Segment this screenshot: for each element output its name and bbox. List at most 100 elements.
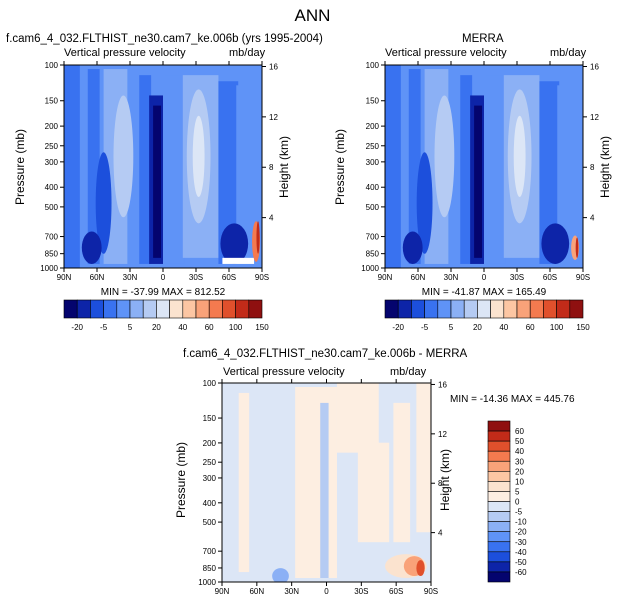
y-tick-label: 100 bbox=[203, 379, 217, 388]
y2-tick-label: 12 bbox=[438, 430, 447, 439]
colorbar-box bbox=[516, 299, 531, 319]
colorbar-label: 5 bbox=[128, 323, 133, 332]
x-tick-label: 90N bbox=[57, 273, 72, 282]
contour-region bbox=[95, 152, 112, 254]
panel3-field bbox=[222, 383, 431, 582]
contour-region bbox=[139, 75, 152, 264]
colorbar-label: 60 bbox=[526, 323, 535, 332]
contour-region bbox=[113, 95, 134, 218]
colorbar-label: -60 bbox=[515, 568, 527, 577]
colorbar-box bbox=[76, 299, 91, 319]
contour-region bbox=[357, 442, 390, 543]
contour-region bbox=[220, 223, 249, 264]
y2-tick-label: 16 bbox=[590, 62, 599, 71]
colorbar-box bbox=[487, 450, 511, 462]
y-tick-label: 300 bbox=[45, 158, 59, 167]
colorbar-box bbox=[487, 430, 511, 442]
x-tick-label: 0 bbox=[161, 273, 166, 282]
y-tick-label: 250 bbox=[366, 142, 380, 151]
colorbar-box bbox=[487, 541, 511, 553]
x-tick-label: 90N bbox=[215, 587, 230, 596]
colorbar-label: 150 bbox=[255, 323, 269, 332]
y-tick-label: 700 bbox=[45, 233, 59, 242]
colorbar-box bbox=[235, 299, 250, 319]
y-tick-label: 1000 bbox=[198, 578, 216, 587]
x-tick-label: 30N bbox=[444, 273, 459, 282]
contour-region bbox=[272, 568, 289, 582]
colorbar-box bbox=[487, 471, 511, 482]
panel1-title: f.cam6_4_032.FLTHIST_ne30.cam7_ke.006b (… bbox=[6, 33, 323, 45]
colorbar-box bbox=[384, 299, 399, 319]
contour-region bbox=[256, 221, 260, 254]
colorbar-label: 30 bbox=[515, 457, 524, 466]
colorbar-box bbox=[90, 299, 104, 319]
y2-tick-label: 8 bbox=[590, 163, 595, 172]
y-tick-label: 400 bbox=[45, 183, 59, 192]
contour-region bbox=[575, 237, 579, 258]
colorbar-label: 60 bbox=[515, 427, 524, 436]
panel1-field bbox=[64, 65, 262, 268]
colorbar-label: -5 bbox=[421, 323, 429, 332]
y-tick-label: 500 bbox=[203, 518, 217, 527]
colorbar-box bbox=[556, 299, 571, 319]
y2-tick-label: 8 bbox=[438, 479, 443, 488]
y2-tick-label: 12 bbox=[590, 113, 599, 122]
colorbar-box bbox=[529, 299, 544, 319]
colorbar-box bbox=[103, 299, 118, 319]
colorbar-box bbox=[463, 299, 478, 319]
x-tick-label: 60N bbox=[249, 587, 264, 596]
x-tick-label: 0 bbox=[482, 273, 487, 282]
x-tick-label: 0 bbox=[324, 587, 329, 596]
y-tick-label: 400 bbox=[366, 183, 380, 192]
contour-region bbox=[164, 75, 185, 264]
y2-tick-label: 12 bbox=[269, 113, 278, 122]
colorbar-box bbox=[424, 299, 439, 319]
y-tick-label: 1000 bbox=[40, 264, 58, 273]
colorbar-box bbox=[487, 551, 511, 563]
colorbar-box bbox=[503, 299, 518, 319]
colorbar-box bbox=[450, 299, 465, 319]
white-patch bbox=[222, 257, 255, 264]
y-tick-label: 400 bbox=[203, 499, 217, 508]
contour-region bbox=[320, 402, 329, 579]
colorbar-box bbox=[63, 299, 78, 319]
colorbar-label: -40 bbox=[515, 548, 527, 557]
contour-region bbox=[513, 115, 526, 197]
y-tick-label: 100 bbox=[45, 61, 59, 70]
contour-region bbox=[541, 223, 570, 264]
y2-tick-label: 16 bbox=[438, 380, 447, 389]
colorbar-label: 100 bbox=[229, 323, 243, 332]
y-tick-label: 300 bbox=[203, 474, 217, 483]
colorbar-label: 5 bbox=[449, 323, 454, 332]
x-tick-label: 90N bbox=[378, 273, 393, 282]
colorbar-box bbox=[487, 420, 511, 432]
contour-region bbox=[539, 81, 560, 264]
x-tick-label: 60N bbox=[90, 273, 105, 282]
colorbar-box bbox=[543, 299, 557, 319]
contour-region bbox=[385, 65, 401, 268]
colorbar-box bbox=[487, 511, 511, 522]
x-tick-label: 30N bbox=[284, 587, 299, 596]
colorbar-box bbox=[397, 299, 412, 319]
colorbar-box bbox=[182, 299, 197, 319]
y2-tick-label: 8 bbox=[269, 163, 274, 172]
colorbar-box bbox=[142, 299, 157, 319]
y-tick-label: 250 bbox=[45, 142, 59, 151]
panel1-plot: 90N 60N 30N 0 30S 60S 90S 100 150 200 250 300 400 500… bbox=[40, 61, 278, 282]
colorbar-label: -10 bbox=[515, 518, 527, 527]
y-tick-label: 850 bbox=[203, 564, 217, 573]
colorbar-box bbox=[208, 299, 223, 319]
colorbar-box bbox=[169, 299, 184, 319]
colorbar-label: 60 bbox=[205, 323, 214, 332]
contour-region bbox=[64, 65, 80, 268]
colorbar-box bbox=[222, 299, 236, 319]
x-tick-label: 90S bbox=[576, 273, 590, 282]
y-tick-label: 850 bbox=[366, 250, 380, 259]
x-tick-label: 60S bbox=[222, 273, 236, 282]
colorbar-box bbox=[487, 491, 511, 502]
contour-region bbox=[153, 105, 162, 258]
contour-region bbox=[218, 81, 239, 264]
colorbar-box bbox=[487, 501, 511, 512]
panel2-plot: 90N 60N 30N 0 30S 60S 90S 100 150 200 250 300 400 500… bbox=[361, 61, 599, 282]
colorbar-label: 20 bbox=[473, 323, 482, 332]
